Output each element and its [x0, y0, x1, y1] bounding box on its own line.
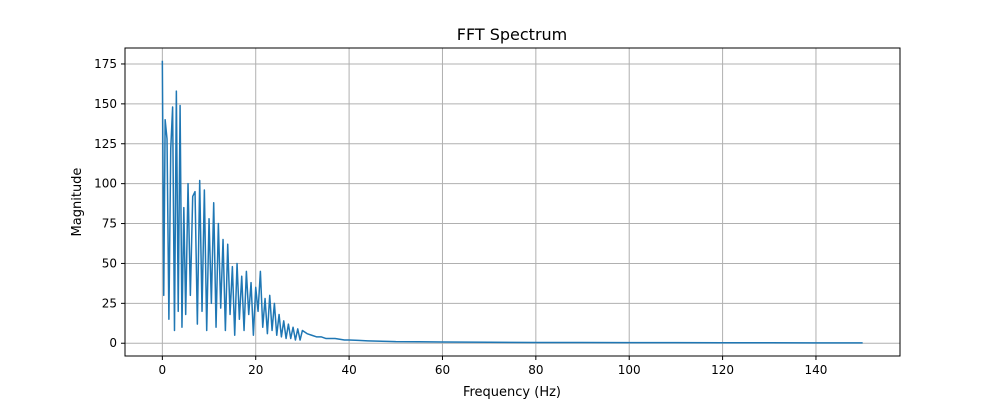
- x-tick-label: 120: [711, 363, 734, 377]
- y-tick-label: 50: [102, 256, 117, 270]
- x-tick-label: 60: [435, 363, 450, 377]
- y-axis: 0 25 50 75 100 125 150 175: [94, 57, 125, 350]
- x-tick-label: 20: [248, 363, 263, 377]
- y-tick-label: 25: [102, 296, 117, 310]
- y-tick-label: 100: [94, 177, 117, 191]
- x-axis-label: Frequency (Hz): [463, 385, 561, 400]
- x-tick-label: 80: [528, 363, 543, 377]
- x-tick-label: 100: [618, 363, 641, 377]
- x-axis: 0 20 40 60 80 100 120 140: [159, 356, 828, 377]
- plot-frame: [124, 47, 901, 357]
- y-tick-label: 125: [94, 137, 117, 151]
- chart-title: FFT Spectrum: [457, 25, 568, 44]
- grid: [125, 48, 900, 356]
- y-tick-label: 0: [109, 336, 117, 350]
- y-axis-label: Magnitude: [70, 168, 85, 237]
- y-tick-label: 175: [94, 57, 117, 71]
- y-tick-label: 75: [102, 217, 117, 231]
- x-tick-label: 0: [159, 363, 167, 377]
- x-tick-label: 40: [341, 363, 356, 377]
- x-tick-label: 140: [805, 363, 828, 377]
- y-tick-label: 150: [94, 97, 117, 111]
- series-line: [161, 60, 863, 344]
- series-layer: [161, 60, 863, 344]
